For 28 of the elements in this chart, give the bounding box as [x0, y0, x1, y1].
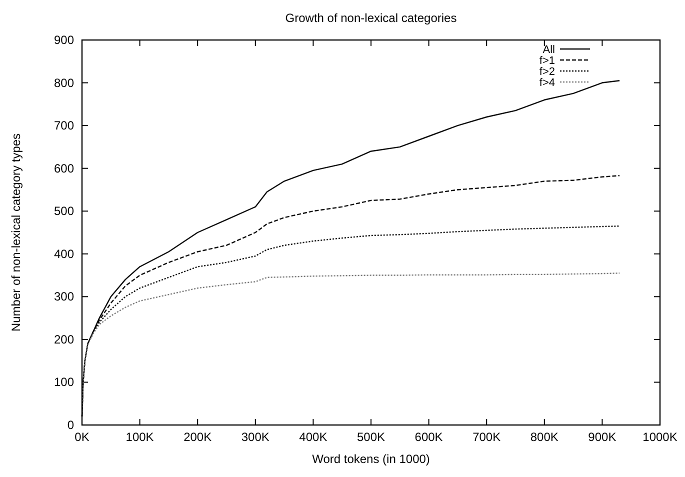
legend-label: All	[542, 44, 555, 56]
x-tick-label: 300K	[241, 430, 270, 444]
y-tick-label: 300	[54, 290, 74, 304]
x-tick-label: 200K	[184, 430, 212, 444]
x-tick-label: 900K	[588, 430, 616, 444]
y-tick-label: 100	[54, 375, 74, 390]
y-tick-label: 900	[54, 33, 74, 47]
x-tick-label: 1000K	[642, 430, 678, 444]
x-tick-label: 400K	[299, 430, 328, 444]
x-tick-label: 700K	[472, 430, 501, 444]
legend-label: f>4	[539, 77, 555, 89]
y-tick-label: 0	[67, 418, 74, 432]
x-axis-title: Word tokens (in 1000)	[312, 452, 430, 466]
x-tick-label: 500K	[356, 430, 386, 444]
y-axis-title: Number of non-lexical category types	[9, 133, 23, 332]
y-tick-label: 200	[54, 332, 74, 346]
x-tick-label: 100K	[126, 430, 154, 444]
y-tick-label: 700	[54, 118, 74, 133]
y-tick-label: 400	[54, 246, 74, 261]
y-tick-label: 800	[54, 76, 74, 90]
x-tick-label: 600K	[414, 430, 443, 444]
y-tick-label: 600	[54, 161, 74, 176]
legend-label: f>2	[539, 66, 555, 78]
chart-title: Growth of non-lexical categories	[285, 11, 457, 25]
legend-label: f>1	[539, 55, 555, 67]
y-tick-label: 500	[54, 204, 74, 218]
x-tick-label: 800K	[530, 430, 558, 444]
x-tick-label: 0K	[74, 430, 90, 444]
